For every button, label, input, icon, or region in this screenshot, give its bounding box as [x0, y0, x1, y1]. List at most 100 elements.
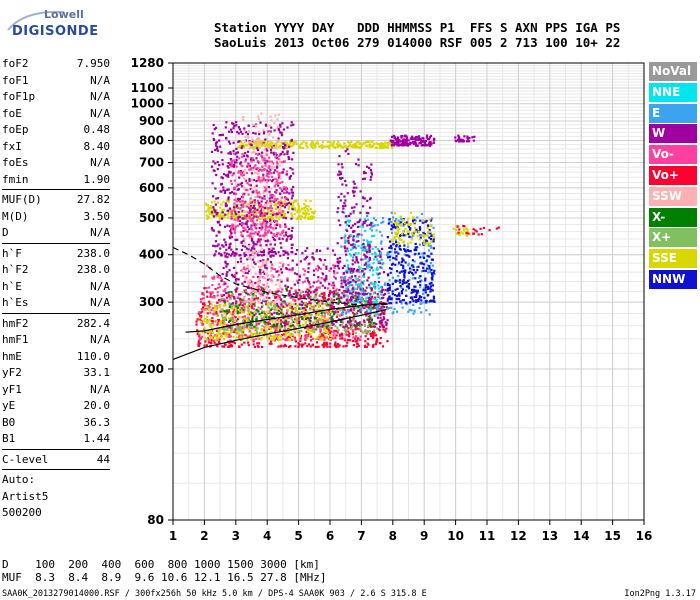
- echo-point: [370, 289, 373, 292]
- echo-point: [329, 345, 332, 348]
- echo-point: [418, 135, 421, 138]
- echo-point: [216, 322, 220, 325]
- echo-point: [346, 259, 349, 262]
- echo-point: [254, 152, 258, 155]
- echo-point: [266, 160, 269, 163]
- echo-point: [387, 253, 390, 256]
- param-value: 282.4: [76, 316, 110, 330]
- echo-point: [263, 148, 266, 151]
- echo-point: [285, 173, 288, 176]
- echo-point: [344, 290, 347, 293]
- echo-point: [221, 298, 224, 301]
- echo-point: [260, 336, 264, 340]
- echo-point: [387, 141, 390, 144]
- echo-point: [222, 304, 225, 307]
- echo-point: [227, 166, 230, 169]
- echo-point: [315, 314, 318, 317]
- echo-point: [256, 331, 259, 334]
- echo-point: [405, 137, 408, 140]
- echo-point: [329, 304, 332, 307]
- echo-point: [215, 234, 218, 237]
- echo-point: [271, 267, 274, 270]
- echo-point: [410, 272, 414, 275]
- echo-point: [415, 143, 418, 146]
- echo-point: [222, 294, 226, 297]
- echo-point: [236, 238, 239, 241]
- echo-point: [391, 140, 394, 143]
- echo-point: [204, 275, 207, 278]
- echo-point: [388, 140, 391, 143]
- echo-point: [292, 303, 295, 306]
- echo-point: [285, 289, 288, 292]
- echo-point: [261, 287, 264, 290]
- echo-point: [269, 261, 272, 264]
- echo-point: [264, 260, 267, 263]
- echo-point: [257, 177, 260, 180]
- echo-point: [307, 279, 310, 282]
- echo-point: [256, 223, 259, 226]
- echo-point: [358, 279, 361, 282]
- echo-point: [289, 145, 292, 148]
- echo-point: [257, 265, 260, 268]
- echo-point: [258, 137, 261, 140]
- echo-point: [305, 204, 308, 207]
- echo-point: [287, 321, 290, 324]
- echo-point: [344, 345, 348, 348]
- echo-point: [388, 286, 391, 289]
- echo-point: [419, 142, 422, 145]
- echo-point: [368, 263, 371, 266]
- echo-point: [378, 301, 381, 305]
- echo-point: [374, 314, 377, 317]
- echo-point: [235, 305, 238, 308]
- echo-point: [251, 306, 254, 310]
- echo-point: [325, 327, 328, 330]
- param-row: MUF(D) 27.82: [2, 192, 110, 209]
- echo-point: [208, 318, 211, 321]
- echo-point: [215, 214, 218, 218]
- echo-point: [228, 171, 231, 174]
- echo-point: [471, 136, 474, 139]
- echo-point: [226, 263, 229, 266]
- echo-point: [207, 331, 210, 334]
- echo-point: [289, 323, 292, 326]
- echo-point: [226, 312, 229, 315]
- echo-point: [290, 191, 293, 194]
- echo-point: [316, 317, 319, 320]
- echo-point: [240, 330, 243, 333]
- echo-point: [246, 299, 250, 303]
- param-value: N/A: [90, 156, 110, 169]
- echo-point: [235, 248, 238, 251]
- echo-point: [372, 225, 375, 228]
- echo-point: [379, 230, 382, 233]
- echo-point: [261, 213, 264, 216]
- echo-point: [381, 310, 384, 313]
- echo-point: [238, 304, 241, 307]
- echo-point: [223, 215, 226, 218]
- echo-point: [289, 174, 292, 178]
- echo-point: [247, 341, 250, 344]
- echo-point: [232, 122, 235, 126]
- echo-point: [414, 137, 417, 141]
- echo-point: [366, 296, 369, 299]
- echo-point: [364, 246, 367, 249]
- echo-point: [408, 283, 411, 286]
- echo-point: [299, 338, 302, 341]
- echo-point: [244, 245, 247, 248]
- echo-point: [234, 329, 237, 332]
- echo-point: [311, 328, 314, 331]
- echo-point: [277, 173, 280, 176]
- echo-point: [357, 337, 360, 340]
- echo-point: [235, 271, 238, 274]
- echo-point: [351, 247, 355, 250]
- echo-point: [252, 340, 255, 343]
- echo-point: [260, 254, 264, 257]
- echo-point: [249, 235, 252, 238]
- echo-point: [252, 314, 255, 317]
- echo-point: [390, 220, 393, 224]
- echo-point: [374, 219, 377, 222]
- echo-point: [257, 288, 260, 291]
- echo-point: [246, 150, 250, 153]
- echo-point: [284, 251, 287, 254]
- echo-point: [332, 145, 335, 149]
- echo-point: [429, 232, 432, 235]
